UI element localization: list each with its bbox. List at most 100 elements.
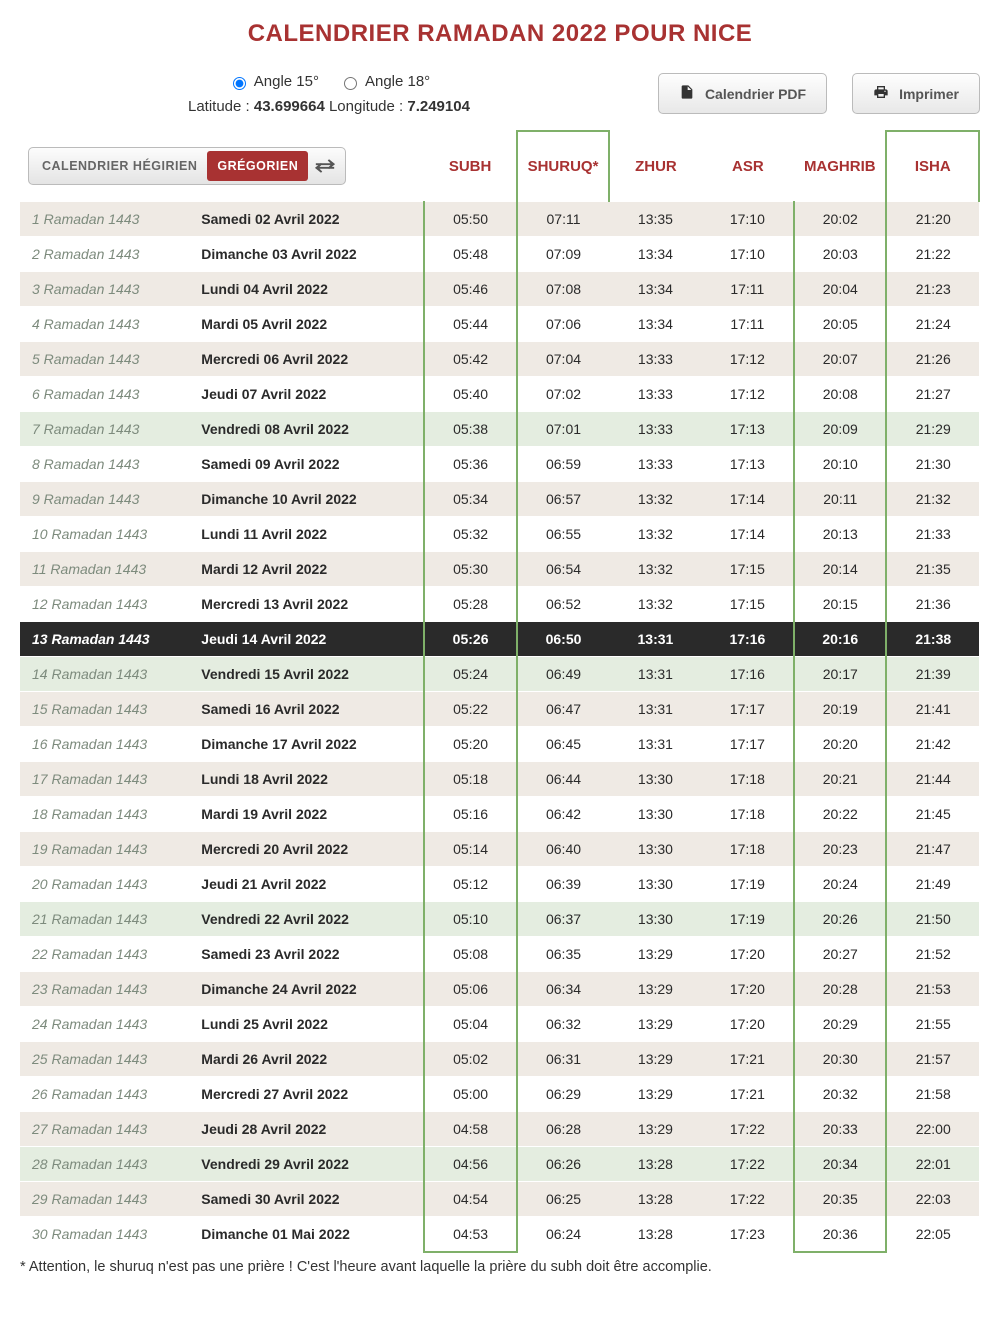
prayer-time: 13:33 [609,447,701,482]
col-zhur: ZHUR [609,131,701,202]
prayer-time: 04:58 [424,1112,516,1147]
angle-18-radio[interactable] [344,77,357,90]
prayer-time: 05:18 [424,762,516,797]
hijri-date: 25 Ramadan 1443 [20,1042,193,1077]
prayer-time: 17:19 [702,902,794,937]
prayer-time: 21:44 [886,762,979,797]
prayer-time: 06:25 [517,1182,609,1217]
hijri-date: 4 Ramadan 1443 [20,307,193,342]
gregorian-date: Mercredi 27 Avril 2022 [193,1077,424,1112]
prayer-time: 17:19 [702,867,794,902]
prayer-time: 20:07 [794,342,886,377]
prayer-time: 05:38 [424,412,516,447]
prayer-time: 05:24 [424,657,516,692]
prayer-time: 17:11 [702,272,794,307]
hijri-date: 30 Ramadan 1443 [20,1217,193,1253]
prayer-time: 07:04 [517,342,609,377]
prayer-time: 20:17 [794,657,886,692]
prayer-time: 21:22 [886,237,979,272]
prayer-time: 13:29 [609,1112,701,1147]
hijri-date: 26 Ramadan 1443 [20,1077,193,1112]
lon-value: 7.249104 [407,98,470,115]
prayer-time: 22:05 [886,1217,979,1253]
prayer-time: 20:11 [794,482,886,517]
prayer-time: 13:28 [609,1182,701,1217]
hijri-date: 6 Ramadan 1443 [20,377,193,412]
table-row: 29 Ramadan 1443Samedi 30 Avril 202204:54… [20,1182,979,1217]
prayer-time: 21:36 [886,587,979,622]
prayer-time: 13:35 [609,202,701,237]
prayer-time: 17:23 [702,1217,794,1253]
prayer-time: 17:13 [702,412,794,447]
action-buttons: Calendrier PDF Imprimer [658,73,980,114]
lon-label: Longitude : [329,98,403,115]
lat-value: 43.699664 [254,98,325,115]
prayer-time: 21:58 [886,1077,979,1112]
prayer-time: 20:15 [794,587,886,622]
prayer-time: 22:01 [886,1147,979,1182]
prayer-time: 06:32 [517,1007,609,1042]
hijri-date: 14 Ramadan 1443 [20,657,193,692]
table-row: 8 Ramadan 1443Samedi 09 Avril 202205:360… [20,447,979,482]
prayer-time: 07:11 [517,202,609,237]
angle-15-radio[interactable] [233,77,246,90]
prayer-time: 06:42 [517,797,609,832]
table-row: 24 Ramadan 1443Lundi 25 Avril 202205:040… [20,1007,979,1042]
prayer-time: 04:56 [424,1147,516,1182]
prayer-time: 21:33 [886,517,979,552]
tab-gregorian[interactable]: GRÉGORIEN [207,151,308,181]
prayer-time: 13:31 [609,622,701,657]
table-row: 21 Ramadan 1443Vendredi 22 Avril 202205:… [20,902,979,937]
prayer-time: 05:16 [424,797,516,832]
print-button-label: Imprimer [899,86,959,102]
pdf-button[interactable]: Calendrier PDF [658,73,827,114]
angle-18-option[interactable]: Angle 18° [339,73,430,90]
swap-icon[interactable] [308,159,342,173]
prayer-time: 05:20 [424,727,516,762]
table-row: 18 Ramadan 1443Mardi 19 Avril 202205:160… [20,797,979,832]
prayer-time: 13:30 [609,797,701,832]
prayer-time: 05:42 [424,342,516,377]
table-row: 20 Ramadan 1443Jeudi 21 Avril 202205:120… [20,867,979,902]
calendar-type-switch: CALENDRIER HÉGIRIEN GRÉGORIEN [28,147,346,185]
pdf-icon [679,84,695,103]
prayer-time: 17:20 [702,1007,794,1042]
prayer-time: 17:22 [702,1182,794,1217]
angle-15-option[interactable]: Angle 15° [228,73,319,90]
prayer-time: 21:23 [886,272,979,307]
prayer-time: 05:22 [424,692,516,727]
prayer-time: 05:46 [424,272,516,307]
prayer-time: 17:15 [702,552,794,587]
gregorian-date: Jeudi 14 Avril 2022 [193,622,424,657]
prayer-time: 06:39 [517,867,609,902]
hijri-date: 7 Ramadan 1443 [20,412,193,447]
table-row: 30 Ramadan 1443Dimanche 01 Mai 202204:53… [20,1217,979,1253]
hijri-date: 13 Ramadan 1443 [20,622,193,657]
hijri-date: 27 Ramadan 1443 [20,1112,193,1147]
prayer-time: 13:32 [609,482,701,517]
hijri-date: 8 Ramadan 1443 [20,447,193,482]
prayer-time: 05:14 [424,832,516,867]
prayer-time: 17:18 [702,762,794,797]
prayer-time: 20:33 [794,1112,886,1147]
table-row: 1 Ramadan 1443Samedi 02 Avril 202205:500… [20,202,979,237]
hijri-date: 11 Ramadan 1443 [20,552,193,587]
prayer-time: 22:03 [886,1182,979,1217]
prayer-time: 05:08 [424,937,516,972]
tab-hijri[interactable]: CALENDRIER HÉGIRIEN [32,151,207,181]
prayer-time: 20:30 [794,1042,886,1077]
prayer-time: 13:34 [609,272,701,307]
print-button[interactable]: Imprimer [852,73,980,114]
prayer-time: 13:33 [609,342,701,377]
table-row: 16 Ramadan 1443Dimanche 17 Avril 202205:… [20,727,979,762]
table-row: 17 Ramadan 1443Lundi 18 Avril 202205:180… [20,762,979,797]
prayer-time: 06:29 [517,1077,609,1112]
prayer-time: 05:30 [424,552,516,587]
gregorian-date: Samedi 30 Avril 2022 [193,1182,424,1217]
prayer-time: 05:12 [424,867,516,902]
prayer-time: 17:18 [702,797,794,832]
table-row: 12 Ramadan 1443Mercredi 13 Avril 202205:… [20,587,979,622]
prayer-time: 21:26 [886,342,979,377]
prayer-time: 05:00 [424,1077,516,1112]
table-row: 2 Ramadan 1443Dimanche 03 Avril 202205:4… [20,237,979,272]
